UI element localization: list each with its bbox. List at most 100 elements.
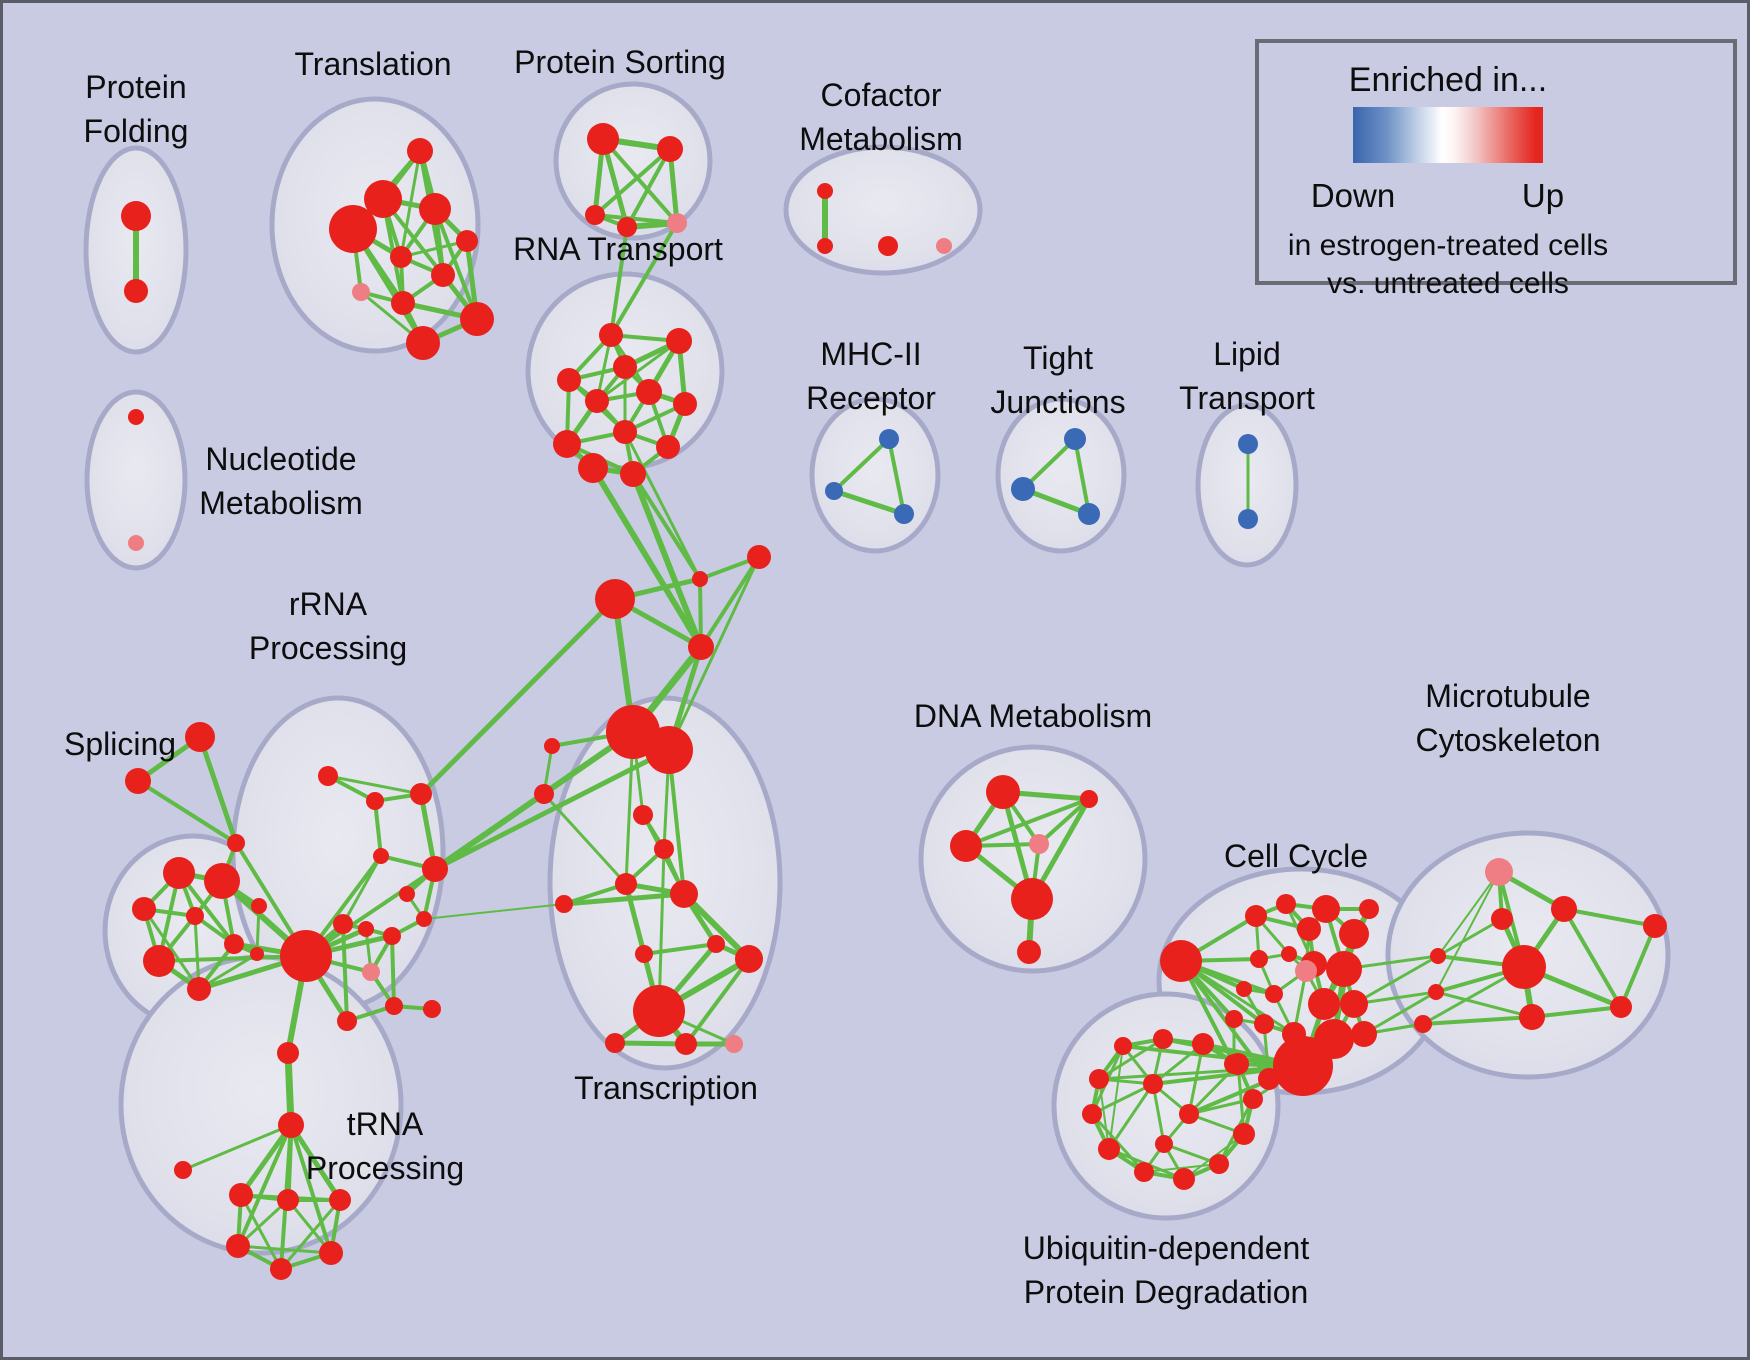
network-node [224, 934, 244, 954]
network-node [1011, 477, 1035, 501]
network-node [1491, 908, 1513, 930]
network-node [391, 291, 415, 315]
network-node [633, 985, 685, 1037]
network-node [605, 1033, 625, 1053]
network-node [410, 783, 432, 805]
network-node [1236, 981, 1252, 997]
network-node [277, 1189, 299, 1211]
network-node [1143, 1074, 1163, 1094]
network-node [707, 935, 725, 953]
network-node [673, 392, 697, 416]
network-node [383, 927, 401, 945]
legend-title: Enriched in... [1348, 61, 1548, 99]
network-node [1225, 1010, 1243, 1028]
network-edge [1562, 907, 1623, 1009]
cluster-ellipse-nucleotide-metabolism [84, 389, 188, 571]
network-edge [1187, 1042, 1205, 1116]
network-node [1082, 1104, 1102, 1124]
network-node [1295, 960, 1317, 982]
network-node [725, 1035, 743, 1053]
network-edge [1151, 1082, 1166, 1146]
network-node [1011, 878, 1053, 920]
network-node [555, 895, 573, 913]
network-node [1502, 945, 1546, 989]
cluster-label-cofactor-metabolism: Cofactor [821, 77, 942, 113]
network-edge [236, 1123, 293, 1248]
network-edge [236, 1244, 333, 1255]
network-node [132, 897, 156, 921]
network-node [1340, 990, 1368, 1018]
network-node [735, 945, 763, 973]
network-edge [561, 891, 687, 907]
cluster-label-dna-metabolism: DNA Metabolism [914, 698, 1152, 734]
network-node [1155, 1135, 1173, 1153]
network-node [416, 911, 432, 927]
network-node [186, 907, 204, 925]
network-node [419, 193, 451, 225]
network-edge [625, 147, 672, 229]
network-node [352, 283, 370, 301]
network-edge [142, 907, 201, 991]
cluster-label-microtubule-cytoskeleton: Cytoskeleton [1416, 722, 1601, 758]
cluster-label-microtubule-cytoskeleton: Microtubule [1425, 678, 1590, 714]
cluster-label-protein-folding: Protein [85, 69, 186, 105]
network-node [666, 328, 692, 354]
network-node [373, 848, 389, 864]
cluster-label-tight-junctions: Tight [1023, 340, 1093, 376]
network-node [1265, 985, 1283, 1003]
network-node [280, 930, 332, 982]
cluster-label-cofactor-metabolism: Metabolism [799, 121, 963, 157]
network-node [656, 435, 680, 459]
network-node [329, 1189, 351, 1211]
network-node [894, 504, 914, 524]
network-edge [593, 147, 672, 217]
cluster-ellipse-mhc-ii-receptor [809, 396, 941, 554]
network-edge [1562, 907, 1657, 928]
network-edge [238, 1122, 294, 1198]
cluster-label-protein-sorting: Protein Sorting [514, 44, 726, 80]
network-node [585, 205, 605, 225]
network-node [1017, 940, 1041, 964]
network-node [578, 453, 608, 483]
network-edge [288, 1122, 343, 1203]
network-edge [136, 779, 238, 845]
network-node [390, 246, 412, 268]
cluster-label-splicing: Splicing [64, 726, 176, 762]
network-edge [681, 891, 752, 962]
cluster-label-cell-cycle: Cell Cycle [1224, 838, 1368, 874]
network-node [636, 379, 662, 405]
network-node [553, 430, 581, 458]
network-edge [1619, 924, 1657, 1009]
network-edge [631, 472, 702, 581]
legend-subtitle-line1: in estrogen-treated cells [1287, 229, 1609, 262]
network-edge [423, 903, 565, 920]
cluster-ellipses-layer [83, 81, 1671, 1256]
network-edge [667, 555, 761, 752]
network-node [645, 726, 693, 774]
cluster-label-nucleotide-metabolism: Metabolism [199, 485, 363, 521]
network-node [125, 768, 151, 794]
network-node [1339, 919, 1369, 949]
network-edge [1121, 1044, 1305, 1068]
cluster-ellipse-trna-processing [118, 954, 404, 1256]
network-node [986, 775, 1020, 809]
network-node [1098, 1138, 1120, 1160]
network-node [227, 834, 245, 852]
cluster-label-rrna-processing: Processing [249, 630, 407, 666]
network-edge [1362, 990, 1438, 1036]
network-node [124, 279, 148, 303]
cluster-label-mhc-ii-receptor: MHC-II [820, 336, 921, 372]
network-node [825, 482, 843, 500]
network-edge [1108, 1045, 1124, 1150]
network-node [1233, 1123, 1255, 1145]
network-node [250, 947, 264, 961]
network-node [185, 722, 215, 752]
network-edge [964, 797, 1091, 848]
network-node [1089, 1069, 1109, 1089]
network-edge [193, 914, 201, 991]
network-node [187, 977, 211, 1001]
network-node [1134, 1162, 1154, 1182]
network-nodes-layer [121, 123, 1667, 1280]
cluster-label-rrna-processing: rRNA [289, 586, 368, 622]
